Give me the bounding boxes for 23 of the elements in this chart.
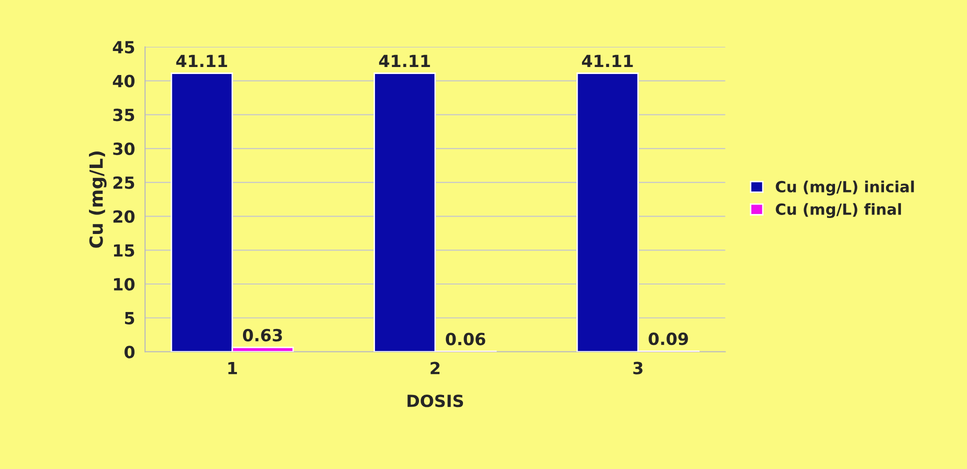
data-label: 41.11 bbox=[582, 54, 633, 68]
x-tick-label: 2 bbox=[430, 362, 440, 374]
data-label: 41.11 bbox=[176, 54, 228, 68]
legend-label: Cu (mg/L) final bbox=[776, 203, 901, 218]
data-label: 0.06 bbox=[446, 332, 486, 346]
y-tick-label: 20 bbox=[113, 210, 135, 223]
y-tick-label: 25 bbox=[113, 176, 134, 189]
y-tick-label: 30 bbox=[113, 142, 135, 156]
data-label: 0.09 bbox=[648, 332, 688, 346]
y-tick-label: 0 bbox=[124, 346, 135, 358]
y-tick-label: 15 bbox=[114, 244, 134, 257]
y-tick-label: 5 bbox=[125, 312, 134, 324]
x-axis-title: DOSIS bbox=[408, 394, 464, 408]
x-tick-label: 1 bbox=[228, 362, 237, 374]
x-tick-label: 3 bbox=[633, 362, 642, 374]
y-tick-label: 10 bbox=[114, 278, 135, 291]
y-tick-label: 35 bbox=[113, 108, 134, 122]
data-label: 0.63 bbox=[242, 328, 282, 342]
legend-label: Cu (mg/L) inicial bbox=[776, 180, 914, 196]
y-tick-label: 40 bbox=[112, 74, 135, 88]
data-label: 41.11 bbox=[379, 54, 430, 68]
y-tick-label: 45 bbox=[112, 41, 134, 54]
y-axis-title: Cu (mg/L) bbox=[88, 152, 107, 248]
